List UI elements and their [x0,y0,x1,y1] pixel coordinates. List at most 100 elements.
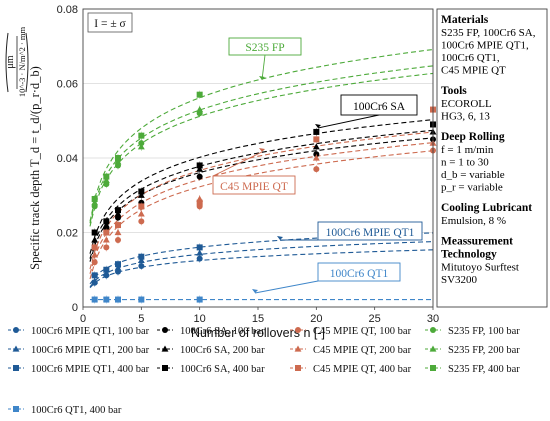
annotation-leader [317,114,380,129]
data-point [312,154,320,161]
legend-label: C45 MPIE QT, 200 bar [313,345,412,356]
error-note: I = ± σ [94,18,126,30]
info-line: n = 1 to 30 [441,157,489,169]
data-point [196,249,204,256]
x-tick-label: 25 [369,313,381,325]
fit-curve [89,119,434,254]
data-point [137,210,145,217]
fit-curve [89,129,434,259]
annotation-arrowhead [277,236,283,240]
fit-curve [89,249,434,289]
info-line: HG3, 6, 13 [441,111,490,123]
data-point [196,199,203,206]
annotation-leader [212,151,263,177]
legend-item: S235 FP, 200 bar [425,345,520,356]
data-point [91,236,99,243]
legend-item: C45 MPIE QT, 400 bar [290,364,412,375]
legend-item: 100Cr6 SA, 400 bar [157,364,265,375]
error-note-box [87,12,133,33]
info-panel-box [436,8,548,308]
legend-marker [429,345,437,352]
legend-item: C45 MPIE QT, 200 bar [290,345,412,356]
legend-label: 100Cr6 QT1, 400 bar [31,405,122,416]
info-section-title: Cooling Lubricant [441,202,532,214]
data-point [103,244,110,251]
annotation-leader [254,280,319,294]
x-tick-label: 30 [427,313,439,325]
data-point [115,222,121,229]
info-line: d_b = variable [441,169,505,181]
legend-label: S235 FP, 200 bar [448,345,520,356]
legend-label: C45 MPIE QT, 100 bar [313,326,412,337]
info-section-title: Technology [441,249,497,261]
y-tick-label: 0 [72,302,78,314]
data-point [196,162,203,169]
data-point [91,296,98,303]
annotation-box [340,94,418,116]
annotation-arrowhead [252,289,258,293]
info-line: 100Cr6 MPIE QT1, [441,40,529,52]
data-point [138,263,145,270]
data-point [114,229,122,236]
data-point [138,203,145,210]
y-unit-bottom: 10^-3 · N/m^2 · mm [17,26,27,97]
data-point [313,128,320,135]
data-point [103,173,110,180]
data-point [138,188,145,195]
annotation-label: C45 MPIE QT [220,181,288,193]
data-point [115,261,121,268]
info-line: C45 MPIE QT [441,65,506,77]
legend-label: C45 MPIE QT, 400 bar [313,364,412,375]
annotation-label: 100Cr6 MPIE QT1 [326,227,415,239]
legend-label: 100Cr6 MPIE QT1, 100 bar [31,326,150,337]
x-tick-label: 10 [194,313,206,325]
data-point [91,251,99,258]
x-tick-label: 20 [310,313,322,325]
data-point [115,236,121,243]
fit-curve [89,232,434,285]
y-tick-label: 0.06 [57,79,78,91]
unit-bracket-left [5,32,9,93]
annotation-arrowhead [259,148,265,152]
data-point [91,272,98,279]
data-point [91,244,98,251]
info-line: SV3200 [441,274,478,286]
legend-marker [162,365,168,371]
info-line: S235 FP, 100Cr6 SA, [441,27,536,39]
fit-curve [89,72,434,227]
data-point [196,296,203,303]
data-point [103,229,110,236]
data-point [138,218,145,225]
info-section-title: Materials [441,14,489,26]
legend-marker [13,406,19,412]
data-point [91,277,99,284]
legend-marker [162,327,168,333]
data-point [196,244,203,251]
annotation: 100Cr6 MPIE QT1 [277,221,423,241]
data-point [138,296,145,303]
info-line: Emulsion, 8 % [441,215,506,227]
data-point [312,143,320,150]
data-point [196,91,203,98]
legend-marker [430,365,436,371]
info-line: p_r = variable [441,182,503,194]
fit-curve [89,65,434,224]
data-point [313,166,320,173]
y-tick-label: 0.04 [57,153,78,165]
legend-marker [161,345,169,352]
info-line: ECOROLL [441,98,492,110]
fit-curve [89,142,434,274]
annotation: 100Cr6 QT1 [252,262,401,294]
data-point [102,236,110,243]
legend-item: 100Cr6 SA, 200 bar [157,345,265,356]
legend-label: S235 FP, 400 bar [448,364,520,375]
data-point [103,266,110,273]
annotation-label: S235 FP [245,42,284,54]
annotation-box [212,175,296,195]
legend-marker [13,365,19,371]
annotation-box [317,262,401,282]
legend-item: S235 FP, 100 bar [425,326,520,337]
legend-item: 100Cr6 QT1, 400 bar [8,405,122,416]
